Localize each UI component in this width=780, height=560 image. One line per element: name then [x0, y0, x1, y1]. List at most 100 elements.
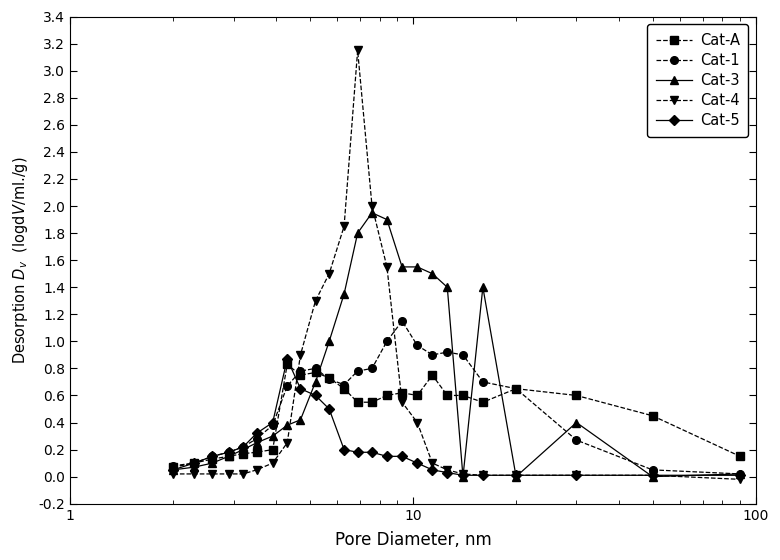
Cat-A — [382, 392, 392, 399]
Cat-5 — [168, 466, 178, 473]
Cat-5 — [339, 446, 349, 453]
Cat-4 — [572, 472, 581, 479]
Cat-1 — [459, 352, 468, 358]
Cat-3 — [397, 264, 406, 270]
Cat-5 — [736, 472, 745, 479]
Cat-5 — [268, 419, 278, 426]
Cat-1 — [397, 318, 406, 324]
Cat-4 — [224, 470, 233, 477]
Cat-1 — [427, 352, 437, 358]
Y-axis label: Desorption $D_v$  (logd$V$/ml./g): Desorption $D_v$ (logd$V$/ml./g) — [11, 156, 30, 364]
Legend: Cat-A, Cat-1, Cat-3, Cat-4, Cat-5: Cat-A, Cat-1, Cat-3, Cat-4, Cat-5 — [647, 24, 748, 137]
Cat-3 — [512, 473, 521, 480]
Line: Cat-4: Cat-4 — [169, 46, 744, 483]
Cat-1 — [224, 449, 233, 456]
Cat-3 — [168, 466, 178, 473]
Cat-3 — [311, 379, 321, 385]
Cat-A — [648, 412, 658, 419]
Cat-5 — [442, 469, 452, 476]
Cat-5 — [427, 466, 437, 473]
Cat-5 — [311, 392, 321, 399]
Cat-A — [413, 392, 422, 399]
Cat-A — [478, 399, 488, 405]
Cat-4 — [413, 419, 422, 426]
Cat-5 — [353, 449, 363, 456]
Cat-A — [324, 375, 334, 381]
Cat-1 — [736, 470, 745, 477]
Cat-3 — [367, 209, 377, 216]
Cat-3 — [427, 270, 437, 277]
Cat-A — [442, 392, 452, 399]
Cat-3 — [478, 284, 488, 291]
Cat-4 — [736, 476, 745, 483]
Cat-1 — [324, 376, 334, 382]
Cat-5 — [648, 472, 658, 479]
Cat-4 — [268, 460, 278, 466]
Cat-A — [168, 464, 178, 470]
Cat-5 — [190, 460, 199, 466]
Cat-4 — [442, 466, 452, 473]
Cat-3 — [239, 446, 248, 453]
Cat-A — [572, 392, 581, 399]
Cat-1 — [339, 381, 349, 388]
Cat-3 — [736, 470, 745, 477]
Cat-5 — [397, 453, 406, 460]
Cat-4 — [324, 270, 334, 277]
Cat-5 — [512, 472, 521, 479]
Cat-1 — [296, 368, 305, 375]
Cat-3 — [268, 433, 278, 440]
Cat-5 — [367, 449, 377, 456]
Cat-A — [207, 456, 217, 463]
Cat-A — [459, 392, 468, 399]
Cat-5 — [478, 472, 488, 479]
Cat-3 — [282, 422, 292, 428]
Cat-1 — [268, 422, 278, 428]
X-axis label: Pore Diameter, nm: Pore Diameter, nm — [335, 531, 491, 549]
Cat-4 — [239, 470, 248, 477]
Cat-3 — [207, 460, 217, 466]
Line: Cat-A: Cat-A — [169, 361, 744, 471]
Cat-4 — [252, 466, 261, 473]
Cat-A — [353, 399, 363, 405]
Cat-A — [736, 453, 745, 460]
Cat-5 — [324, 405, 334, 412]
Cat-4 — [648, 472, 658, 479]
Cat-4 — [512, 472, 521, 479]
Cat-A — [282, 361, 292, 368]
Cat-3 — [324, 338, 334, 345]
Cat-5 — [282, 356, 292, 362]
Cat-4 — [168, 470, 178, 477]
Line: Cat-3: Cat-3 — [169, 209, 744, 480]
Cat-3 — [224, 453, 233, 460]
Cat-4 — [296, 352, 305, 358]
Cat-4 — [353, 47, 363, 54]
Cat-3 — [296, 417, 305, 423]
Cat-1 — [311, 365, 321, 372]
Cat-3 — [413, 264, 422, 270]
Cat-4 — [382, 264, 392, 270]
Cat-1 — [190, 460, 199, 466]
Cat-5 — [239, 444, 248, 450]
Cat-5 — [382, 453, 392, 460]
Cat-5 — [252, 430, 261, 437]
Cat-4 — [282, 440, 292, 446]
Cat-4 — [459, 470, 468, 477]
Cat-4 — [397, 399, 406, 405]
Cat-1 — [512, 385, 521, 392]
Cat-1 — [282, 382, 292, 389]
Cat-1 — [478, 379, 488, 385]
Line: Cat-1: Cat-1 — [169, 317, 744, 478]
Cat-5 — [572, 472, 581, 479]
Cat-A — [367, 399, 377, 405]
Cat-1 — [413, 342, 422, 349]
Cat-5 — [207, 453, 217, 460]
Cat-3 — [442, 284, 452, 291]
Cat-1 — [648, 466, 658, 473]
Cat-A — [190, 460, 199, 466]
Cat-3 — [353, 230, 363, 236]
Cat-3 — [252, 440, 261, 446]
Cat-3 — [382, 216, 392, 223]
Cat-A — [268, 446, 278, 453]
Cat-1 — [207, 453, 217, 460]
Cat-A — [311, 369, 321, 376]
